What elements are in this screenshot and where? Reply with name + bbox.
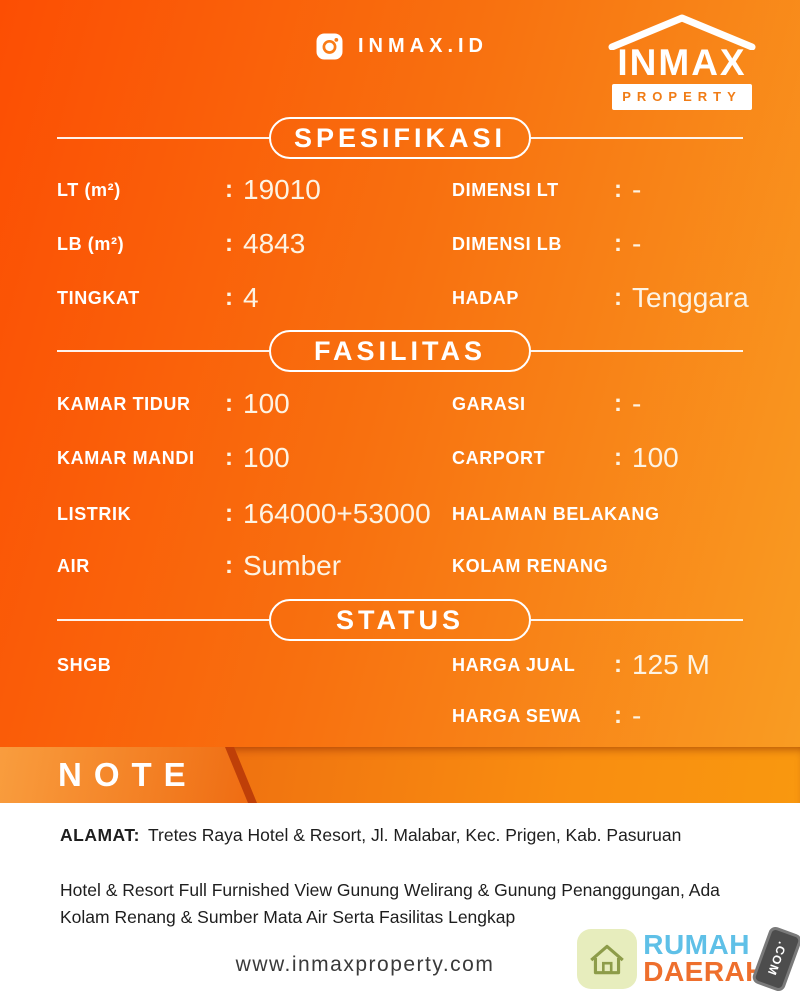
colon: : [225,552,233,579]
divider-line [57,350,269,352]
field-value: 4 [243,282,259,313]
field-label: CARPORT [452,448,546,468]
section-pill: STATUS [269,599,531,641]
divider-line [531,350,743,352]
note-ribbon: NOTE [0,747,248,803]
field-value: 100 [243,442,290,473]
colon: : [225,444,233,471]
section-title: FASILITAS [313,335,486,366]
facility-row: KAMAR MANDI : 100 CARPORT : 100 [0,442,800,474]
house-icon [577,929,638,989]
colon: : [614,390,622,417]
logo-word-daerah: DAERAH [643,956,766,987]
certificate-label: SHGB [57,655,112,675]
colon: : [614,284,622,311]
spec-row: TINGKAT : 4 HADAP : Tenggara [0,282,800,314]
property-description: Hotel & Resort Full Furnished View Gunun… [60,880,720,927]
house-roof-icon [608,14,756,50]
section-title: SPESIFIKASI [293,122,507,153]
note-content-area: ALAMAT: Tretes Raya Hotel & Resort, Jl. M… [0,803,800,1000]
inmax-logo: INMAX PROPERTY [602,12,762,110]
section-title: STATUS [336,604,464,635]
field-label: AIR [57,556,90,576]
colon: : [614,444,622,471]
field-value: 100 [243,388,290,419]
facility-row: LISTRIK : 164000+53000 HALAMAN BELAKANG [0,498,800,530]
rumah-daerah-wordmark: RUMAH DAERAH [643,929,766,987]
field-label: LISTRIK [57,504,132,524]
rumah-daerah-logo: RUMAH DAERAH .COM [577,924,800,994]
field-label: GARASI [452,394,526,414]
field-value: 4843 [243,228,306,259]
field-label: LT (m²) [57,180,121,200]
field-value: 19010 [243,174,321,205]
colon: : [225,176,233,203]
brand-subtitle-box: PROPERTY [612,84,752,110]
section-header-fasilitas: FASILITAS [57,330,743,372]
divider-line [531,619,743,621]
field-value: - [632,700,642,731]
logo-word-rumah: RUMAH [643,929,750,961]
note-title: NOTE [58,756,198,793]
section-pill: FASILITAS [269,330,531,372]
spec-row: LB (m²) : 4843 DIMENSI LB : - [0,228,800,260]
field-label: LB (m²) [57,234,125,254]
field-value: 100 [632,442,679,473]
field-label: HADAP [452,288,520,308]
brand-subtitle: PROPERTY [622,89,742,104]
status-row: HARGA SEWA : - [0,700,800,732]
field-label: DIMENSI LB [452,234,563,254]
field-label: KOLAM RENANG [452,556,609,576]
colon: : [614,702,622,729]
field-value: Sumber [243,550,342,581]
field-label: TINGKAT [57,288,140,308]
colon: : [225,390,233,417]
address-value: Tretes Raya Hotel & Resort, Jl. Malabar,… [147,825,682,845]
divider-line [531,137,743,139]
section-header-status: STATUS [57,599,743,641]
orange-background: INMAX.ID INMAX PROPERTY SPESIFIKASI LT (… [0,0,800,747]
colon: : [225,500,233,527]
note-band: NOTE [0,747,800,803]
section-header-spesifikasi: SPESIFIKASI [57,117,743,159]
instagram-handle: INMAX.ID [358,35,488,57]
website-url: www.inmaxproperty.com [235,953,495,976]
colon: : [225,230,233,257]
field-label: HALAMAN BELAKANG [452,504,660,524]
divider-line [57,137,269,139]
address-label: ALAMAT: [60,825,140,845]
field-label: KAMAR TIDUR [57,394,191,414]
brand-name: INMAX [617,42,747,83]
instagram-icon [316,33,343,60]
field-label: DIMENSI LT [452,180,559,200]
colon: : [614,651,622,678]
spec-row: LT (m²) : 19010 DIMENSI LT : - [0,174,800,206]
field-value: - [632,228,642,259]
facility-row: AIR : Sumber KOLAM RENANG [0,550,800,582]
colon: : [614,230,622,257]
field-value: 164000+53000 [243,498,431,529]
facility-row: KAMAR TIDUR : 100 GARASI : - [0,388,800,420]
status-row: SHGB HARGA JUAL : 125 M [0,649,800,681]
address-line: ALAMAT: Tretes Raya Hotel & Resort, Jl. M… [60,825,770,846]
divider-line [57,619,269,621]
field-value: Tenggara [632,282,749,313]
field-value: - [632,174,642,205]
field-label: HARGA SEWA [452,706,582,726]
field-label: KAMAR MANDI [57,448,195,468]
colon: : [225,284,233,311]
colon: : [614,176,622,203]
field-value: 125 M [632,649,710,680]
field-label: HARGA JUAL [452,655,576,675]
field-value: - [632,388,642,419]
instagram-handle-group: INMAX.ID [316,33,488,60]
dot-com-label: .COM [764,939,790,979]
section-pill: SPESIFIKASI [269,117,531,159]
